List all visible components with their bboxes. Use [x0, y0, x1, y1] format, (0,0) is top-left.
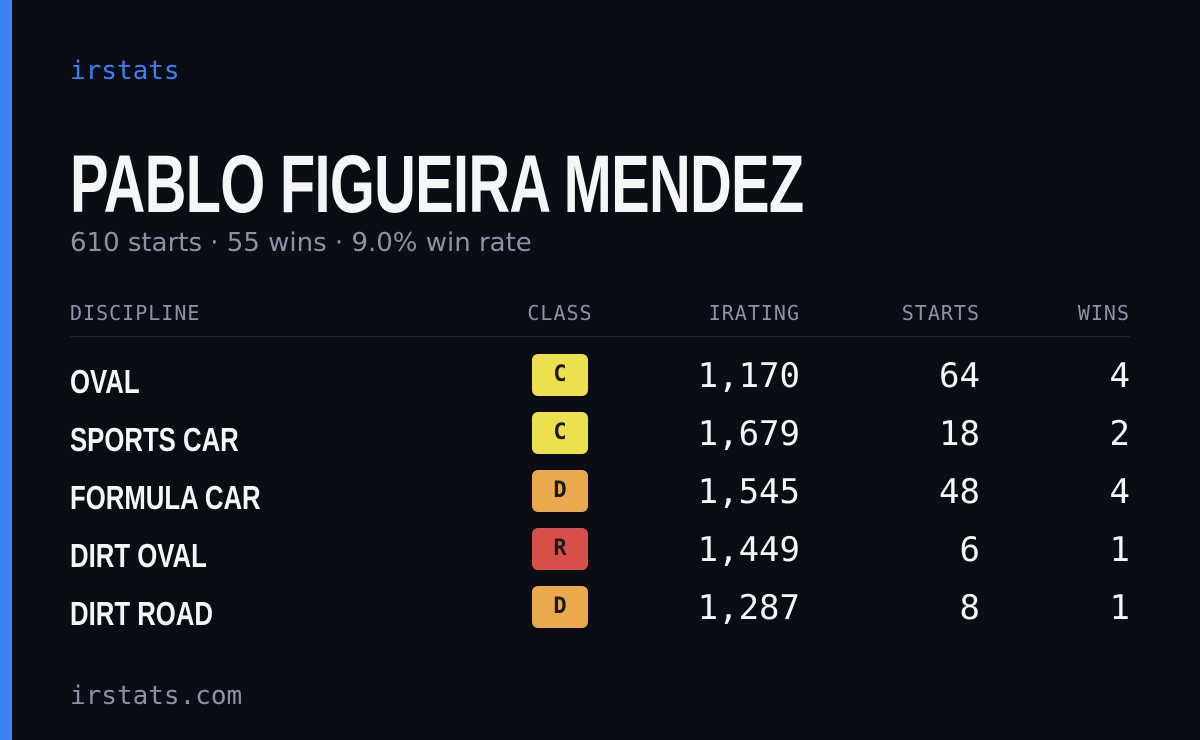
- irating: 1,287: [697, 588, 800, 628]
- starts: 6: [959, 530, 980, 570]
- wins: 1: [1109, 588, 1130, 628]
- irating: 1,170: [697, 356, 800, 396]
- starts: 18: [939, 414, 980, 454]
- header-rule: [70, 336, 1130, 337]
- wins: 1: [1109, 530, 1130, 570]
- column-header: CLASS: [527, 301, 593, 325]
- irating: 1,449: [697, 530, 800, 570]
- discipline: FORMULA CAR: [70, 479, 261, 516]
- title: PABLO FIGUEIRA MENDEZ: [70, 139, 804, 230]
- class-badge: D: [532, 586, 588, 628]
- subtitle: 610 starts · 55 wins · 9.0% win rate: [70, 228, 532, 258]
- discipline: DIRT OVAL: [70, 537, 207, 574]
- class-badge: D: [532, 470, 588, 512]
- column-header: IRATING: [708, 301, 800, 325]
- wins: 4: [1109, 472, 1130, 512]
- footer: irstats.com: [70, 681, 243, 711]
- column-header: DISCIPLINE: [70, 301, 201, 325]
- discipline: SPORTS CAR: [70, 421, 239, 458]
- starts: 8: [959, 588, 980, 628]
- column-header: STARTS: [901, 301, 980, 325]
- accent-stripe: [0, 0, 12, 740]
- wins: 2: [1109, 414, 1130, 454]
- discipline: OVAL: [70, 363, 140, 400]
- starts: 64: [939, 356, 980, 396]
- class-badge: C: [532, 412, 588, 454]
- column-header: WINS: [1077, 301, 1130, 325]
- irating: 1,679: [697, 414, 800, 454]
- wins: 4: [1109, 356, 1130, 396]
- brand: irstats: [70, 56, 180, 86]
- irating: 1,545: [697, 472, 800, 512]
- class-badge: R: [532, 528, 588, 570]
- class-badge: C: [532, 354, 588, 396]
- discipline: DIRT ROAD: [70, 595, 213, 632]
- starts: 48: [939, 472, 980, 512]
